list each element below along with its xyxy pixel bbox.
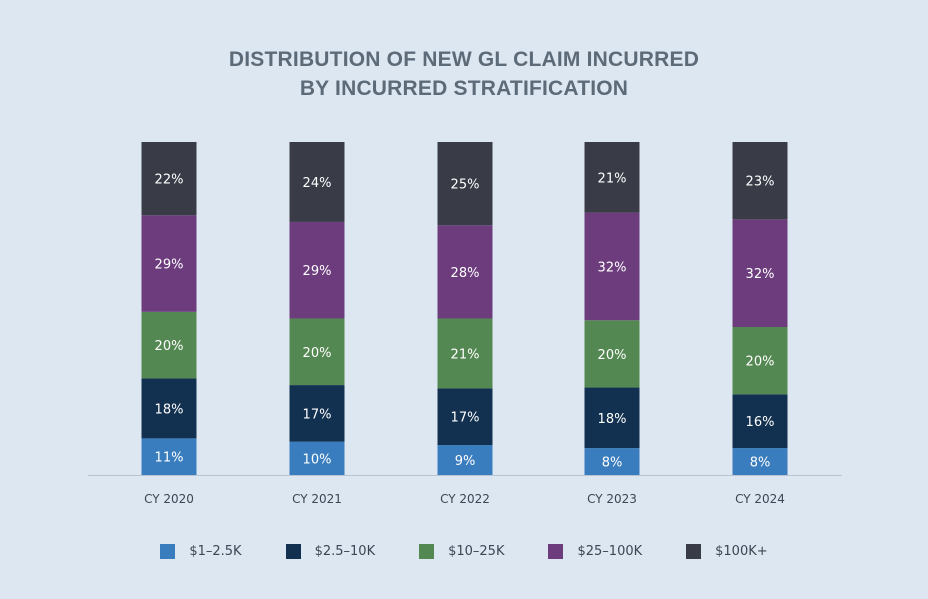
- data-label: 10%: [303, 452, 332, 467]
- data-label: 28%: [451, 266, 480, 281]
- data-label: 21%: [598, 171, 627, 186]
- legend-item: $10–25K: [419, 544, 504, 559]
- data-label: 18%: [155, 402, 184, 417]
- data-label: 22%: [155, 173, 184, 188]
- data-label: 20%: [303, 346, 332, 361]
- data-label: 29%: [303, 264, 332, 279]
- bar-segment: [584, 320, 640, 388]
- legend-item: $1–2.5K: [160, 544, 242, 559]
- legend-swatch: [285, 544, 301, 559]
- bar-segment: [289, 221, 345, 319]
- data-label: 9%: [455, 454, 476, 469]
- legend-label: $10–25K: [448, 544, 505, 559]
- chart-title: DISTRIBUTION OF NEW GL CLAIM INCURRED: [228, 48, 700, 71]
- chart-subtitle: BY INCURRED STRATIFICATION: [299, 77, 629, 100]
- data-label: 11%: [155, 451, 184, 466]
- data-label: 24%: [303, 176, 332, 191]
- bar-segment: [584, 212, 640, 321]
- data-label: 32%: [746, 267, 775, 282]
- bar-segment: [141, 438, 197, 475]
- legend-label: $25–100K: [577, 544, 643, 559]
- legend-item: $2.5–10K: [285, 544, 376, 559]
- bar-segment: [289, 318, 345, 386]
- bar-segment: [437, 388, 493, 446]
- data-label: 25%: [451, 178, 480, 193]
- x-tick-label: CY 2021: [292, 492, 342, 506]
- legend-label: $2.5–10K: [314, 544, 376, 559]
- bar-segment: [289, 385, 345, 442]
- bar-segment: [141, 378, 197, 439]
- bar-segment: [141, 311, 197, 379]
- legend-item: $25–100K: [548, 544, 642, 559]
- x-tick-label: CY 2022: [440, 492, 490, 506]
- data-label: 20%: [598, 348, 627, 363]
- data-label: 32%: [598, 260, 627, 275]
- data-label: 23%: [746, 175, 775, 190]
- legend-label: $1–2.5K: [189, 544, 242, 559]
- bar-segment: [584, 142, 640, 213]
- data-label: 21%: [451, 347, 480, 362]
- bar-segment: [437, 445, 493, 475]
- bar-segment: [141, 142, 197, 216]
- data-label: 8%: [750, 456, 771, 471]
- legend: $1–2.5K $2.5–10K $10–25K $25–100K $100K+: [0, 544, 928, 559]
- data-label: 17%: [451, 411, 480, 426]
- bar-segment: [437, 318, 493, 389]
- bar-segment: [732, 142, 788, 220]
- bar-segment: [732, 219, 788, 327]
- legend-label: $100K+: [715, 544, 768, 559]
- data-label: 29%: [155, 258, 184, 273]
- x-tick-label: CY 2024: [735, 492, 785, 506]
- data-label: 18%: [598, 412, 627, 427]
- x-tick-label: CY 2020: [144, 492, 194, 506]
- data-label: 17%: [303, 407, 332, 422]
- x-tick-label: CY 2023: [587, 492, 637, 506]
- data-label: 8%: [602, 456, 623, 471]
- bar-segment: [584, 448, 640, 475]
- legend-item: $100K+: [686, 544, 768, 559]
- legend-swatch: [686, 544, 702, 559]
- legend-swatch: [160, 544, 176, 559]
- data-label: 16%: [746, 415, 775, 430]
- bar-segment: [289, 441, 345, 475]
- bar-segment: [732, 448, 788, 475]
- bar-segment: [584, 387, 640, 449]
- bar-segment: [732, 327, 788, 395]
- legend-swatch: [548, 544, 564, 559]
- data-label: 20%: [155, 339, 184, 354]
- bar-segment: [289, 142, 345, 222]
- bar-segment: [437, 225, 493, 319]
- data-label: 20%: [746, 355, 775, 370]
- bar-segment: [437, 142, 493, 226]
- legend-swatch: [419, 544, 435, 559]
- bar-segment: [732, 394, 788, 449]
- bar-segment: [141, 215, 197, 312]
